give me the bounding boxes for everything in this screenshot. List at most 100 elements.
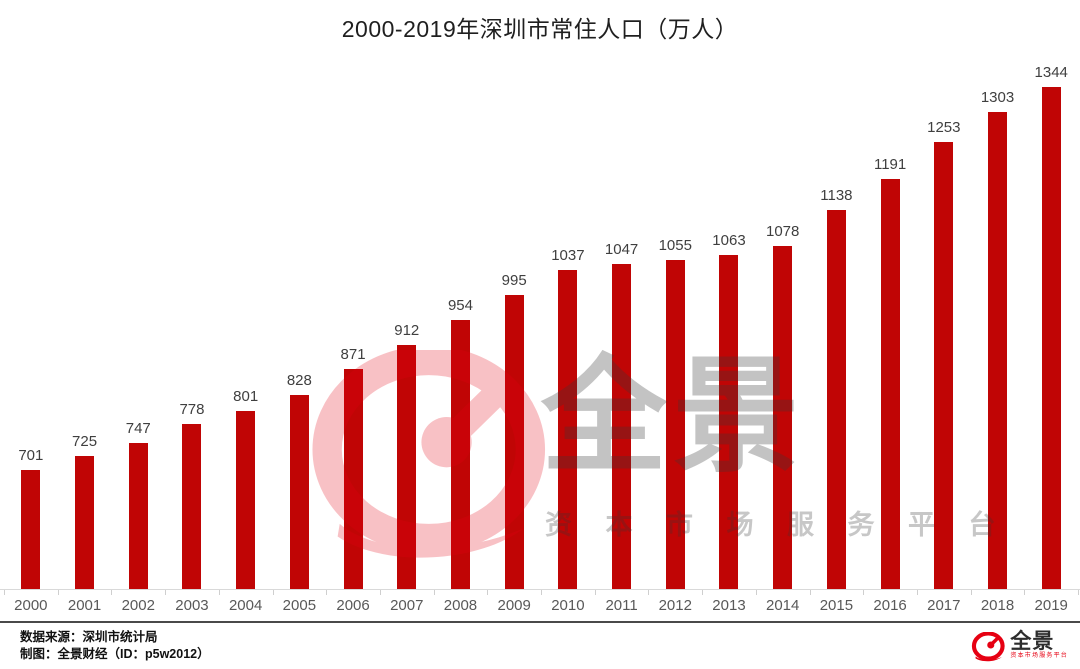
axis-tick: [648, 590, 650, 595]
x-axis-ticks: [4, 590, 1079, 595]
bar-value-label: 1037: [551, 247, 585, 265]
bar-slot-2010: 1037: [541, 247, 595, 590]
bar-value-label: 1138: [820, 187, 853, 204]
bar-2010: [558, 270, 578, 590]
bar-2015: [826, 210, 846, 590]
bar-value-label: 801: [233, 387, 259, 405]
bar-2004: [236, 410, 256, 590]
x-axis-label-2016: 2016: [873, 597, 907, 614]
bar-value-label: 828: [286, 371, 312, 389]
bar-2012: [665, 259, 685, 590]
bar-slot-2019: 1344: [1024, 64, 1078, 590]
axis-tick: [916, 590, 918, 595]
bar-value-label: 725: [72, 433, 98, 450]
x-axis-label-2013: 2013: [712, 597, 746, 614]
bar-value-label: 1253: [927, 118, 961, 136]
axis-tick: [379, 590, 381, 595]
bar-2011: [612, 264, 632, 590]
bar-2002: [128, 442, 148, 590]
axis-tick: [218, 590, 220, 595]
axis-tick: [111, 590, 113, 595]
footer: 数据来源：深圳市统计局 制图：全景财经（ID：p5w2012） 全景 资本市场服…: [0, 623, 1080, 669]
bar-slot-2012: 1055: [648, 236, 702, 590]
x-axis-label-2008: 2008: [443, 597, 478, 614]
plot-area: 701 725 747 778 801 828 871 912 954 995 1037 1047 10…: [0, 50, 1080, 595]
axis-tick: [863, 590, 865, 595]
x-axis-label-2001: 2001: [67, 597, 102, 614]
bar-2019: [1041, 87, 1061, 590]
axis-tick: [433, 590, 435, 595]
x-axis-label-2018: 2018: [980, 597, 1015, 614]
bar-slot-2007: 912: [380, 322, 434, 590]
x-axis-label-2007: 2007: [390, 597, 424, 614]
axis-tick: [326, 590, 328, 595]
axis-tick: [809, 590, 811, 595]
bar-2018: [988, 111, 1007, 590]
bar-value-label: 1344: [1034, 64, 1068, 82]
bar-value-label: 1055: [658, 236, 692, 254]
bar-value-label: 871: [340, 346, 366, 363]
axis-tick: [1024, 590, 1026, 595]
x-axis-label-2003: 2003: [175, 597, 209, 614]
x-axis-label-2004: 2004: [228, 597, 263, 614]
bar-slot-2018: 1303: [971, 89, 1025, 590]
bar-value-label: 747: [125, 419, 151, 437]
bar-slot-2006: 871: [326, 346, 380, 590]
bar-2013: [719, 254, 739, 590]
axis-tick: [487, 590, 489, 595]
bar-2017: [934, 141, 954, 590]
axis-tick: [4, 590, 5, 595]
bar-slot-2017: 1253: [917, 118, 971, 590]
x-axis-label-2005: 2005: [282, 597, 317, 614]
bar-slot-2013: 1063: [702, 232, 756, 590]
bar-2008: [450, 319, 470, 590]
bar-value-label: 701: [18, 447, 44, 465]
bar-value-label: 1191: [873, 155, 907, 173]
bar-2007: [397, 344, 417, 590]
bars: 701 725 747 778 801 828 871 912 954 995 1037 1047 10…: [4, 54, 1078, 590]
bar-value-label: 778: [179, 401, 205, 419]
data-source-text: 数据来源：深圳市统计局: [20, 630, 158, 644]
bar-2009: [504, 295, 524, 590]
bar-slot-2008: 954: [434, 297, 488, 590]
bar-slot-2005: 828: [273, 372, 327, 590]
bar-value-label: 1303: [980, 88, 1015, 106]
bar-value-label: 1063: [712, 231, 746, 249]
axis-tick: [755, 590, 757, 595]
bar-slot-2011: 1047: [595, 241, 649, 590]
bar-slot-2001: 725: [58, 433, 112, 590]
x-axis-label-2006: 2006: [336, 597, 370, 614]
bar-slot-2016: 1191: [863, 155, 917, 590]
bar-slot-2000: 701: [4, 447, 58, 590]
axis-tick: [1078, 590, 1079, 595]
x-axis-label-2019: 2019: [1034, 597, 1068, 614]
bar-slot-2014: 1078: [756, 223, 810, 590]
x-axis-label-2017: 2017: [927, 597, 961, 614]
logo-tagline-text: 资本市场服务平台: [1010, 653, 1068, 659]
logo-brand-text: 全景: [1010, 630, 1055, 653]
bar-2003: [182, 424, 202, 590]
bar-2014: [773, 245, 793, 590]
x-axis-label-2014: 2014: [766, 597, 800, 614]
x-axis-line: [0, 589, 1080, 590]
x-axis-label-2015: 2015: [819, 597, 854, 614]
x-axis-labels: 2000 2001 2002 2003 2004 2005 2006 2007 2008 2009…: [0, 590, 1080, 618]
bar-slot-2002: 747: [111, 420, 165, 590]
bar-slot-2009: 995: [487, 272, 541, 590]
bar-2000: [21, 470, 41, 590]
axis-tick: [272, 590, 274, 595]
bar-slot-2003: 778: [165, 401, 219, 590]
x-axis-label-2010: 2010: [551, 597, 585, 614]
bar-slot-2004: 801: [219, 388, 273, 590]
x-axis-label-2000: 2000: [14, 597, 48, 614]
bar-value-label: 912: [394, 321, 420, 339]
x-axis-label-2012: 2012: [658, 597, 692, 614]
axis-tick: [594, 590, 596, 595]
axis-tick: [970, 590, 972, 595]
axis-tick: [541, 590, 542, 595]
bar-value-label: 1047: [604, 241, 639, 259]
axis-tick: [57, 590, 59, 595]
x-axis-label-2011: 2011: [605, 597, 638, 614]
x-axis-label-2002: 2002: [121, 597, 155, 614]
